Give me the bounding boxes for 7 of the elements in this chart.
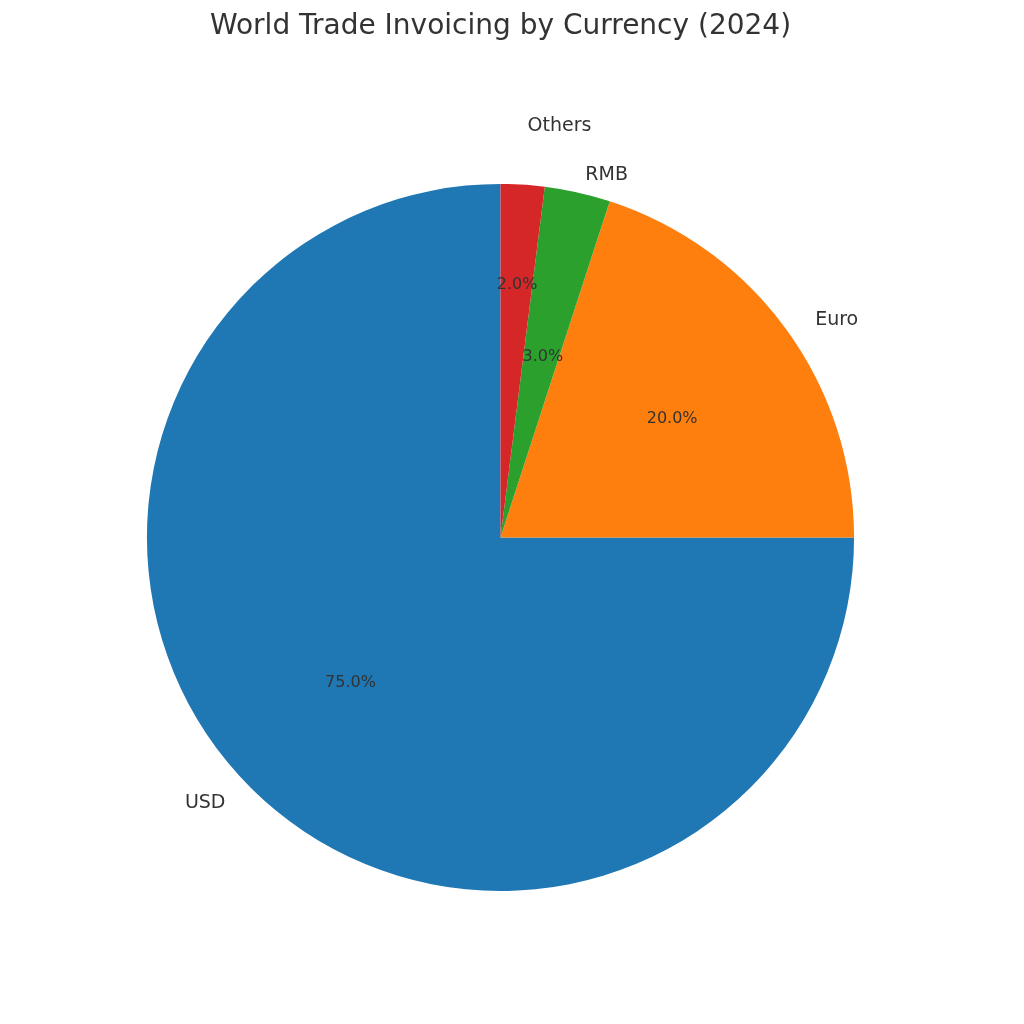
data-label: 75.0%: [325, 671, 376, 691]
chart-title: World Trade Invoicing by Currency (2024): [209, 7, 792, 41]
slice-label: RMB: [585, 162, 628, 185]
data-label: 20.0%: [646, 408, 698, 428]
slice-label: Euro: [815, 307, 859, 330]
slice-label: USD: [184, 790, 226, 813]
slice-label: Others: [527, 113, 592, 136]
